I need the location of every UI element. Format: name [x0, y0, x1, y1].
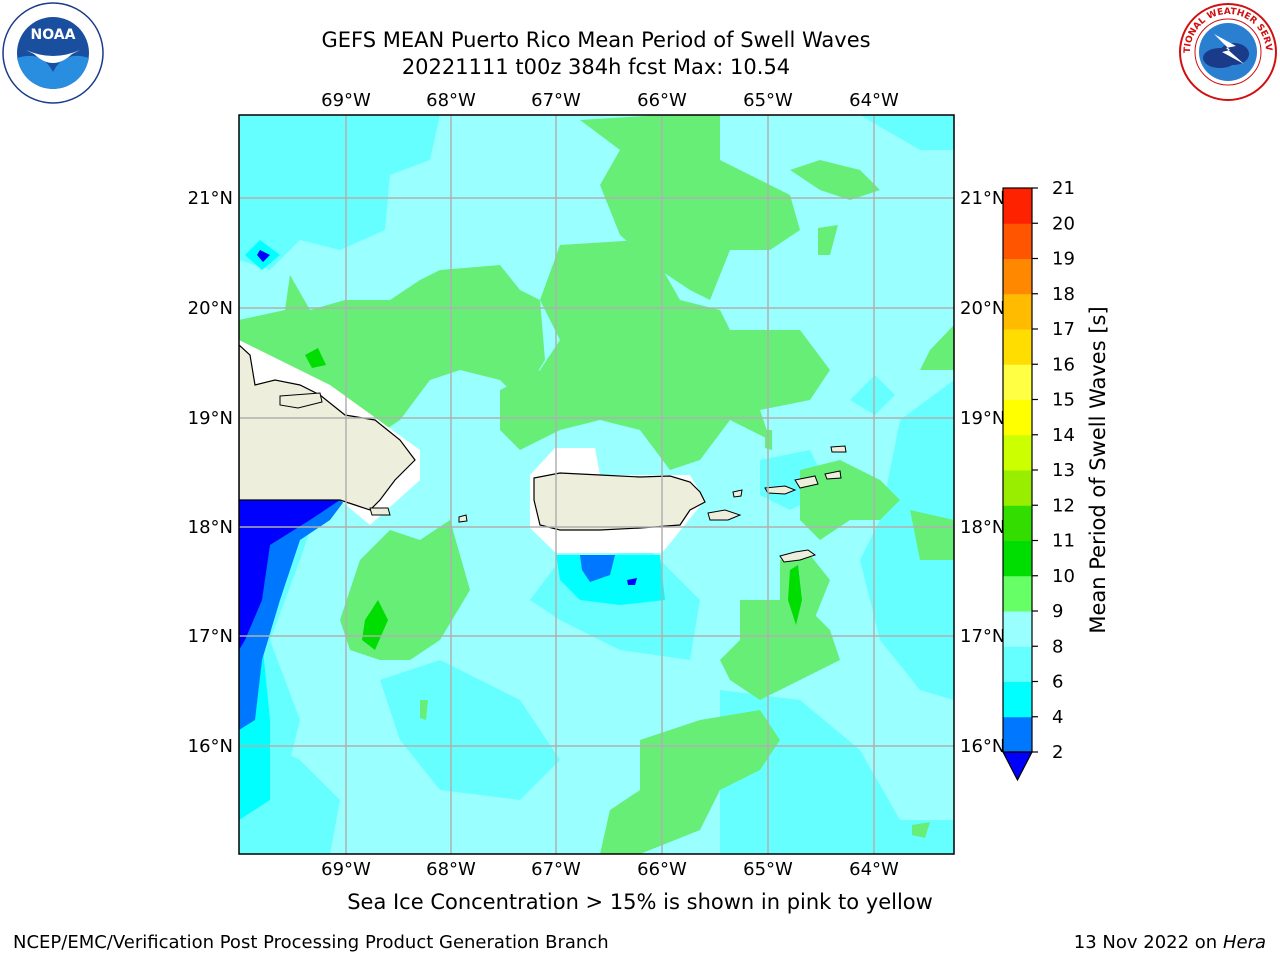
lon-label-bottom: 68°W [426, 859, 476, 880]
colorbar-tick-label: 18 [1052, 284, 1075, 305]
noaa-logo: NOAA [2, 2, 104, 104]
colorbar-tick-label: 4 [1052, 707, 1063, 728]
colorbar-tick-label: 11 [1052, 531, 1075, 552]
colorbar-tick-label: 9 [1052, 601, 1063, 622]
colorbar: 2 4 6 8 9 10 11 12 13 14 15 16 17 18 19 20 21 [1002, 178, 1075, 782]
lon-label-top: 68°W [426, 90, 476, 111]
lat-label-left: 21°N [188, 188, 233, 209]
colorbar-tick-label: 21 [1052, 178, 1075, 199]
lat-label-right: 19°N [960, 408, 1005, 429]
lon-label-top: 64°W [849, 90, 899, 111]
lat-label-left: 20°N [188, 298, 233, 319]
lon-label-top: 67°W [531, 90, 581, 111]
lat-label-left: 17°N [188, 626, 233, 647]
lat-label-left: 18°N [188, 517, 233, 538]
colorbar-segment [1003, 681, 1032, 718]
lat-label-left: 16°N [188, 736, 233, 757]
lon-label-bottom: 69°W [321, 859, 371, 880]
colorbar-segment [1003, 364, 1032, 400]
map-frame [238, 114, 955, 855]
lat-label-right: 21°N [960, 188, 1005, 209]
lon-label-bottom: 65°W [743, 859, 793, 880]
colorbar-segment [1003, 716, 1032, 753]
colorbar-segment [1003, 611, 1032, 647]
colorbar-segment [1003, 575, 1032, 612]
colorbar-tick-label: 16 [1052, 354, 1075, 375]
colorbar-segment [1003, 399, 1032, 436]
colorbar-tick-label: 13 [1052, 460, 1075, 481]
colorbar-segment [1003, 505, 1032, 541]
colorbar-tick-label: 17 [1052, 319, 1075, 340]
sea-ice-note: Sea Ice Concentration > 15% is shown in … [347, 890, 933, 914]
lon-label-top: 66°W [637, 90, 687, 111]
colorbar-tick-label: 19 [1052, 249, 1075, 270]
colorbar-segment [1003, 329, 1032, 365]
lat-label-right: 16°N [960, 736, 1005, 757]
swell-period-field [239, 115, 954, 854]
lat-label-right: 17°N [960, 626, 1005, 647]
colorbar-segment [1003, 540, 1032, 577]
colorbar-segment [1003, 258, 1032, 295]
colorbar-label: Mean Period of Swell Waves [s] [1086, 306, 1110, 633]
colorbar-tick-label: 14 [1052, 425, 1075, 446]
lon-label-bottom: 67°W [531, 859, 581, 880]
colorbar-segment [1003, 434, 1032, 471]
nws-logo: NATIONAL WEATHER SERVICE [1178, 2, 1277, 101]
colorbar-extend-arrow [1002, 751, 1033, 782]
colorbar-segment [1003, 223, 1032, 259]
colorbar-segment [1003, 646, 1032, 682]
colorbar-tick-label: 6 [1052, 672, 1063, 693]
lon-label-bottom: 66°W [637, 859, 687, 880]
credit-text: NCEP/EMC/Verification Post Processing Pr… [13, 932, 609, 953]
colorbar-segment [1003, 293, 1032, 330]
colorbar-tick-label: 20 [1052, 213, 1075, 234]
date-label: 13 Nov 2022 on [1073, 932, 1218, 953]
chart-title: GEFS MEAN Puerto Rico Mean Period of Swe… [321, 28, 871, 52]
colorbar-segment [1003, 470, 1032, 506]
date-text: 13 Nov 2022 on Hera [1074, 932, 1266, 953]
lon-label-bottom: 64°W [849, 859, 899, 880]
host-name: Hera [1222, 932, 1266, 953]
lon-label-top: 65°W [743, 90, 793, 111]
colorbar-segment [1003, 188, 1032, 224]
lon-label-top: 69°W [321, 90, 371, 111]
colorbar-tick-label: 12 [1052, 495, 1075, 516]
colorbar-tick-label: 10 [1052, 566, 1075, 587]
chart-subtitle: 20221111 t00z 384h fcst Max: 10.54 [401, 55, 791, 79]
svg-text:NOAA: NOAA [31, 27, 76, 43]
colorbar-tick-label: 2 [1052, 742, 1063, 763]
lat-label-left: 19°N [188, 408, 233, 429]
lat-label-right: 18°N [960, 517, 1005, 538]
colorbar-tick-label: 8 [1052, 636, 1063, 657]
lat-label-right: 20°N [960, 298, 1005, 319]
colorbar-tick-label: 15 [1052, 390, 1075, 411]
map-gridlines [239, 115, 954, 854]
